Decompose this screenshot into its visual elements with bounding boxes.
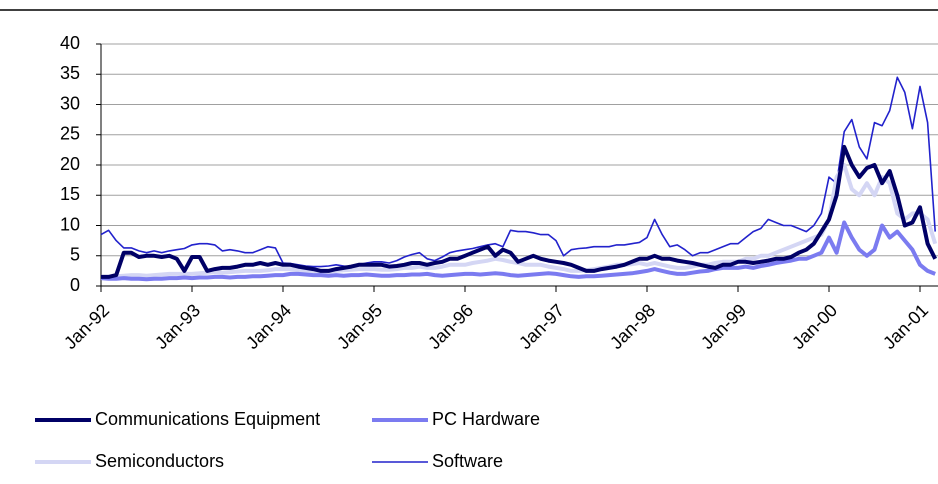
x-tick-label: Jan-00 <box>788 300 841 353</box>
y-tick-label: 0 <box>70 275 80 295</box>
x-tick-label: Jan-92 <box>60 300 113 353</box>
x-tick-label: Jan-95 <box>333 300 386 353</box>
legend-label: Software <box>432 451 503 471</box>
y-tick-label: 35 <box>60 63 80 83</box>
legend-label: Communications Equipment <box>95 409 320 429</box>
series-line <box>100 220 936 282</box>
x-tick-label: Jan-01 <box>879 300 932 353</box>
x-tick-label: Jan-98 <box>606 300 659 353</box>
x-tick-label: Jan-99 <box>697 300 750 353</box>
y-tick-label: 10 <box>60 214 80 234</box>
x-tick-label: Jan-93 <box>151 300 204 353</box>
y-tick-label: 40 <box>60 33 80 53</box>
y-tick-label: 30 <box>60 93 80 113</box>
series-line <box>101 144 937 279</box>
y-tick-label: 20 <box>60 154 80 174</box>
legend-label: Semiconductors <box>95 451 224 471</box>
legend-label: PC Hardware <box>432 409 540 429</box>
y-tick-label: 5 <box>70 245 80 265</box>
series-line <box>100 76 936 268</box>
y-tick-label: 15 <box>60 184 80 204</box>
y-tick-label: 25 <box>60 124 80 144</box>
x-tick-label: Jan-94 <box>242 300 295 353</box>
x-tick-label: Jan-97 <box>515 300 568 353</box>
x-tick-label: Jan-96 <box>424 300 477 353</box>
